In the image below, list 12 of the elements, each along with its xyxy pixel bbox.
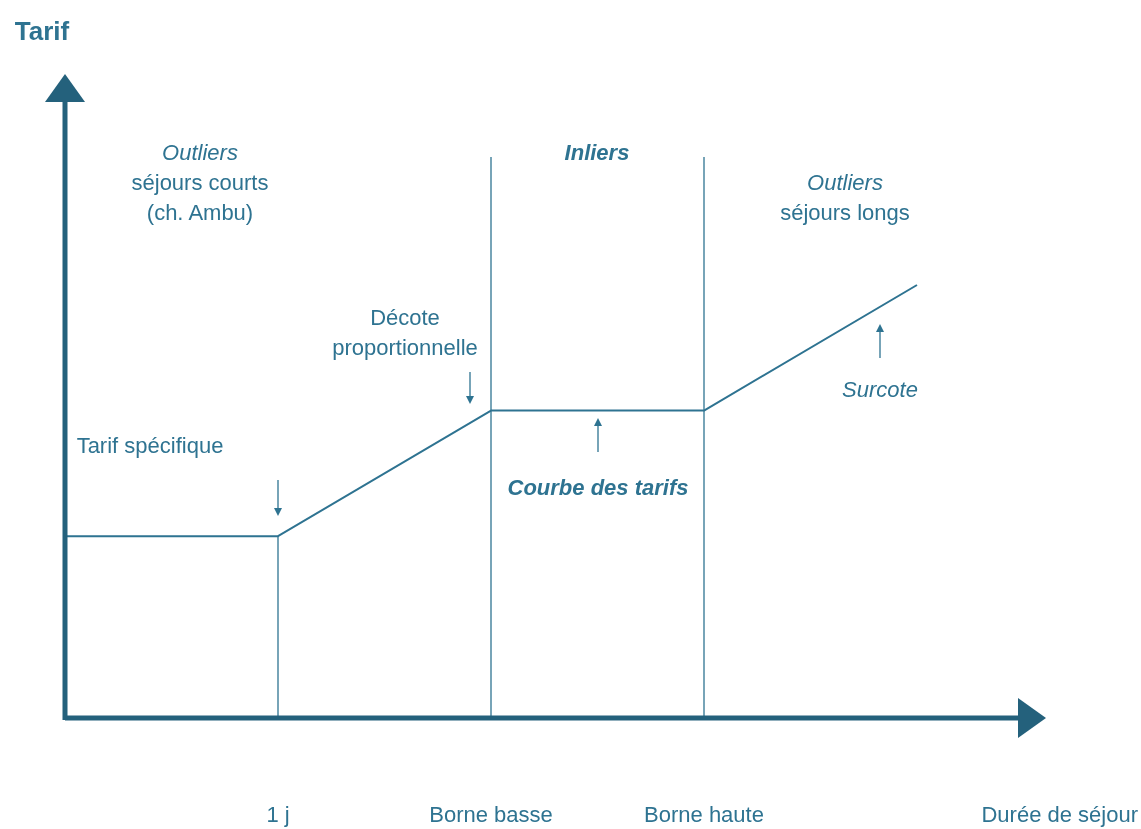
x-tick-label: 1 j bbox=[266, 802, 290, 827]
text: Inliers bbox=[564, 140, 630, 165]
text: Outliers séjours longs bbox=[780, 170, 910, 225]
annotation: Surcote bbox=[842, 377, 918, 402]
x-tick-label: Borne basse bbox=[429, 802, 553, 827]
x-axis-title: Durée de séjour bbox=[981, 802, 1138, 827]
annotation: Tarif spécifique bbox=[76, 433, 224, 458]
annotation: Décote proportionnelle bbox=[332, 305, 478, 360]
text: Outliers séjours courts (ch. Ambu) bbox=[131, 140, 269, 225]
text: Tarif bbox=[14, 16, 70, 46]
x-tick-label: Borne haute bbox=[644, 802, 764, 827]
annotation: Courbe des tarifs bbox=[507, 475, 689, 500]
